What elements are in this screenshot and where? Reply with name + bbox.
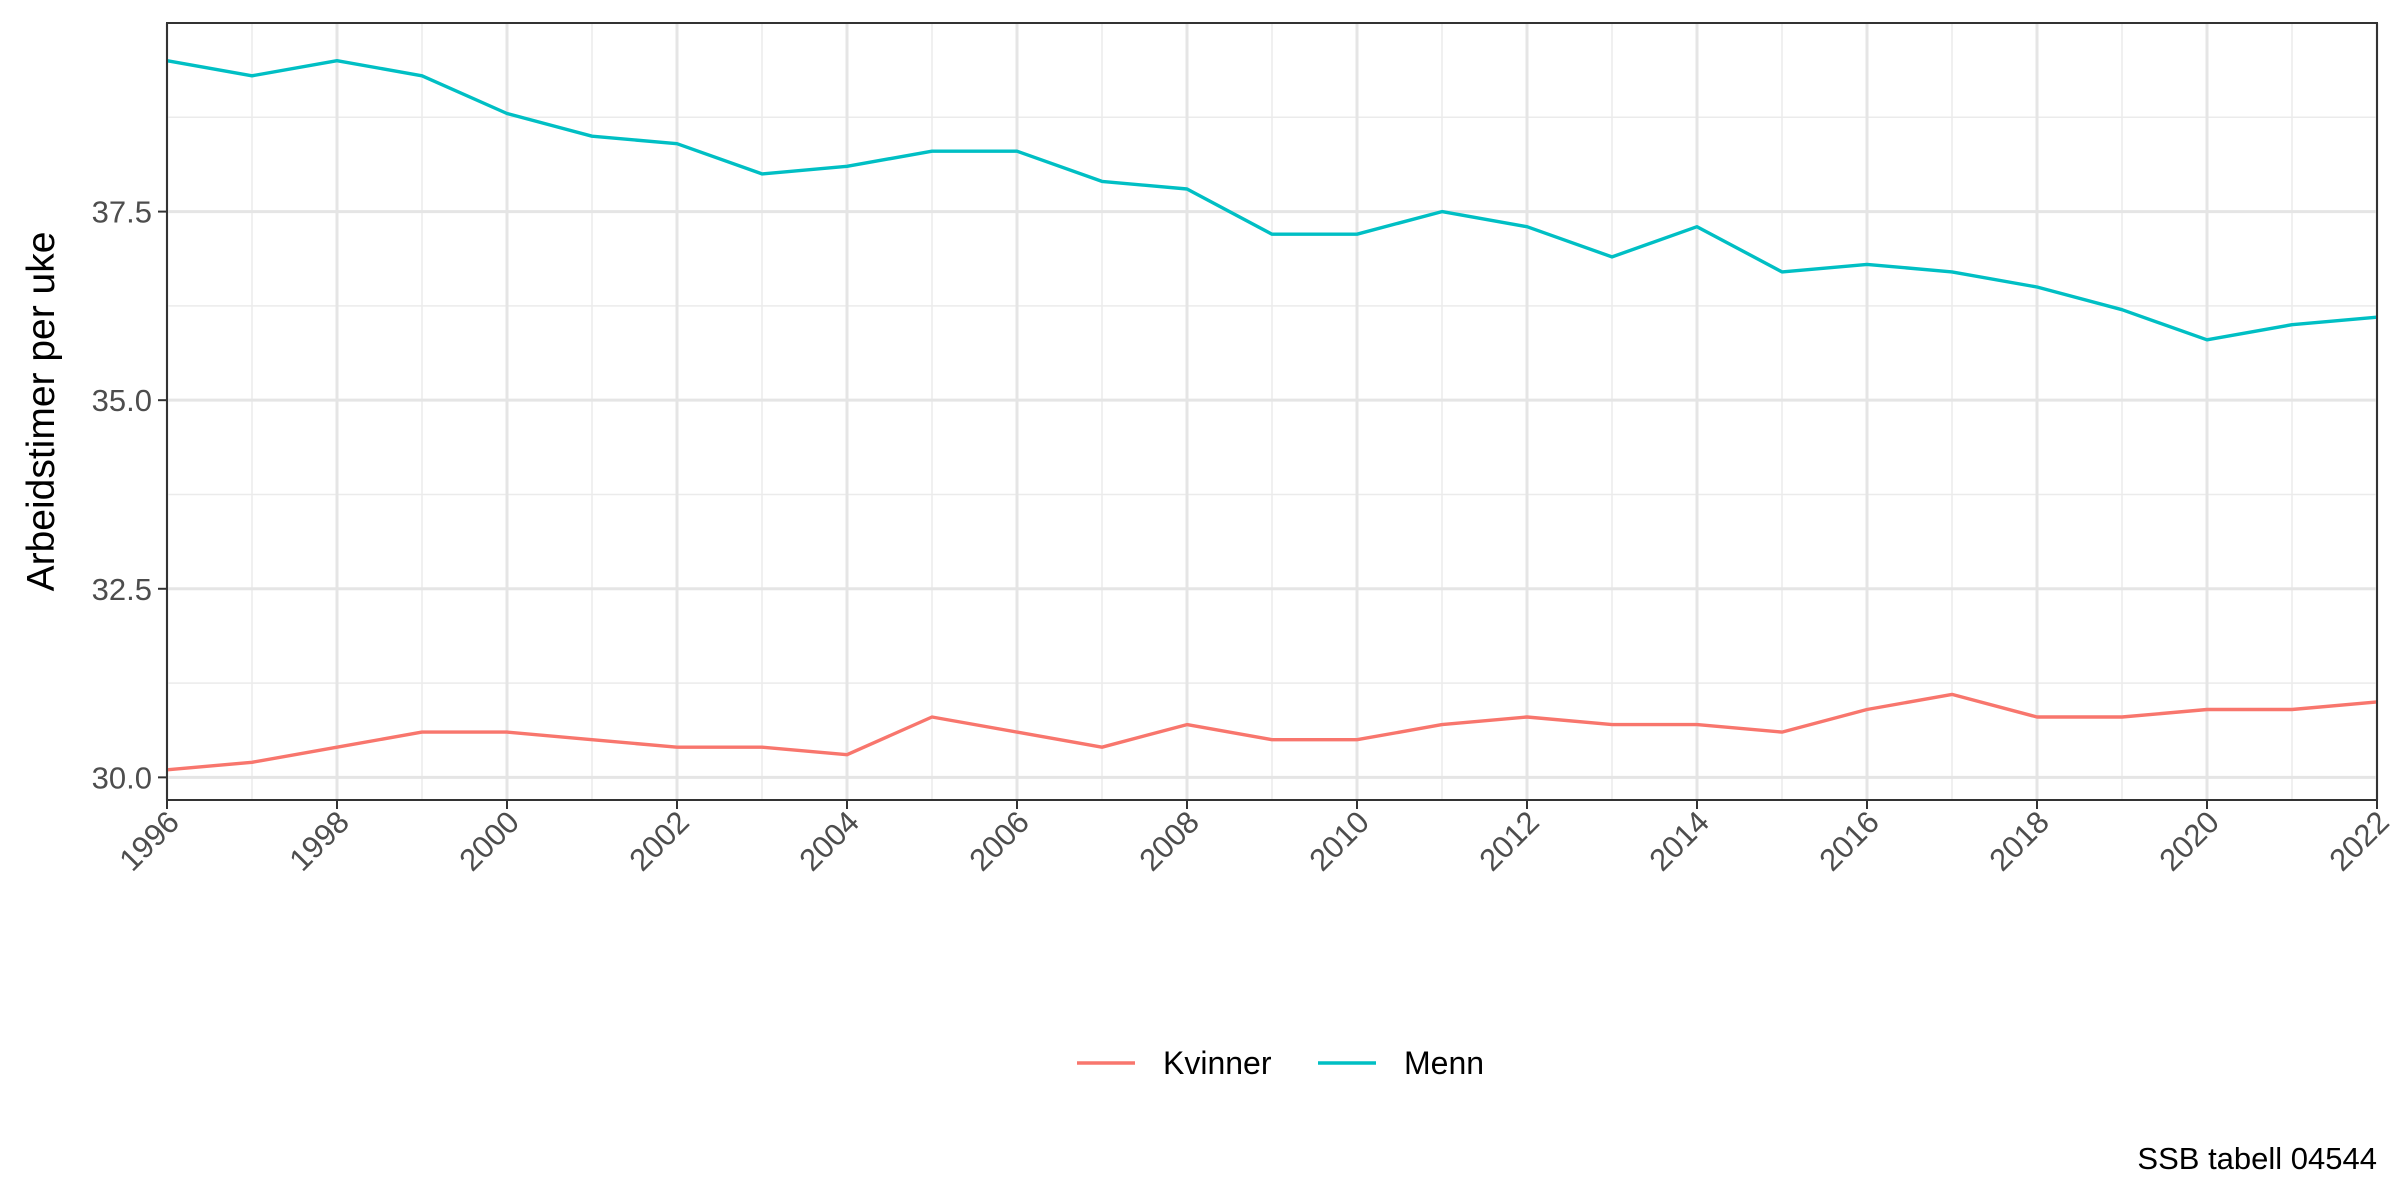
series-lines	[166, 59, 2378, 772]
series-line-menn	[166, 59, 2378, 342]
x-tick-label: 2022	[2322, 804, 2396, 878]
x-tick-label: 2016	[1812, 804, 1886, 878]
y-tick-label: 30.0	[92, 760, 152, 795]
x-tick-label: 2018	[1982, 804, 2056, 878]
legend-label: Kvinner	[1163, 1045, 1272, 1081]
x-tick-label: 2006	[962, 804, 1036, 878]
x-tick-label: 2004	[792, 804, 866, 878]
legend: Kvinner Menn	[1077, 1045, 1484, 1081]
x-tick-label: 1996	[112, 804, 186, 878]
x-tick-label: 2000	[452, 804, 526, 878]
legend-item-menn: Menn	[1318, 1045, 1484, 1081]
x-tick-label: 1998	[282, 804, 356, 878]
minor-gridlines	[167, 23, 2377, 800]
x-tick-label: 2020	[2152, 804, 2226, 878]
y-tick-label: 35.0	[92, 383, 152, 418]
x-tick-label: 2002	[622, 804, 696, 878]
legend-item-kvinner: Kvinner	[1077, 1045, 1272, 1081]
x-tick-label: 2008	[1132, 804, 1206, 878]
x-tick-label: 2014	[1642, 804, 1716, 878]
y-axis-title: Arbeidstimer per uke	[20, 232, 63, 592]
y-tick-label: 37.5	[92, 195, 152, 230]
x-axis: 1996 1998 2000 2002 2004 2006 2008 2010 2012 2014…	[112, 800, 2396, 878]
series-line-kvinner	[166, 692, 2378, 772]
plot-panel-border	[166, 22, 2378, 801]
y-tick-label: 32.5	[92, 572, 152, 607]
x-tick-label: 2012	[1472, 804, 1546, 878]
legend-label: Menn	[1404, 1045, 1484, 1081]
y-axis: 30.0 32.5 35.0 37.5	[92, 195, 167, 795]
x-tick-label: 2010	[1302, 804, 1376, 878]
chart-caption: SSB tabell 04544	[2137, 1141, 2377, 1176]
